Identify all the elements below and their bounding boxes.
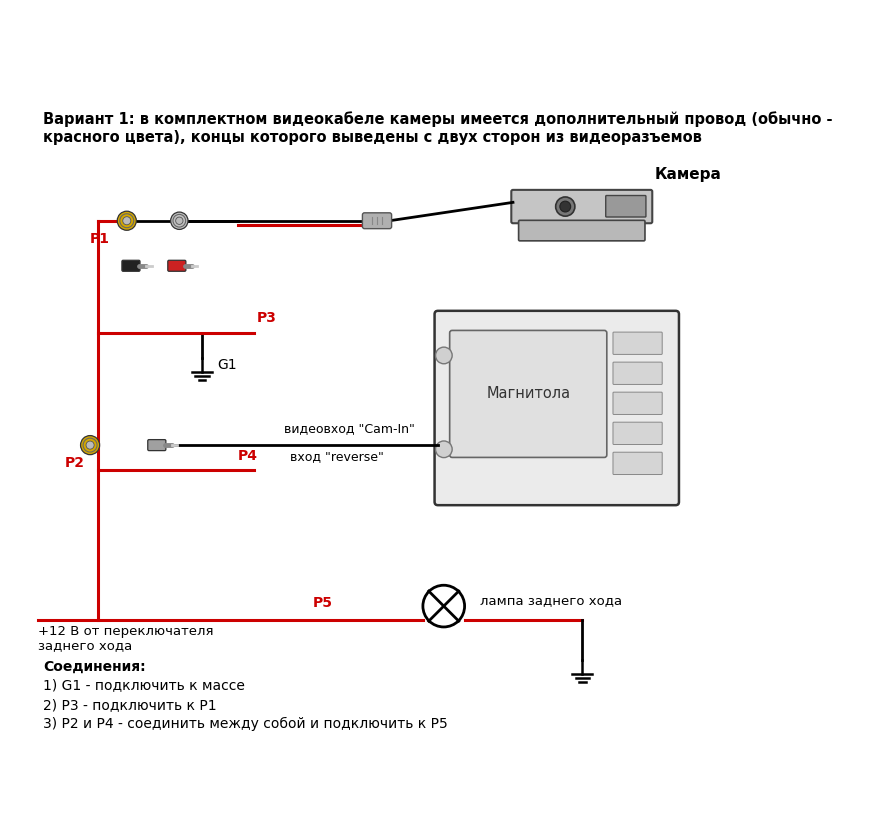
Circle shape (123, 217, 131, 225)
Circle shape (118, 211, 136, 230)
Circle shape (176, 217, 183, 224)
FancyBboxPatch shape (613, 422, 662, 444)
Circle shape (80, 436, 100, 455)
FancyBboxPatch shape (613, 452, 662, 475)
FancyBboxPatch shape (168, 260, 186, 271)
Circle shape (556, 197, 575, 216)
Text: P3: P3 (257, 310, 277, 324)
FancyBboxPatch shape (362, 213, 392, 229)
FancyBboxPatch shape (519, 220, 645, 241)
FancyBboxPatch shape (613, 392, 662, 415)
FancyBboxPatch shape (435, 311, 679, 505)
Text: 3) Р2 и Р4 - соединить между собой и подключить к Р5: 3) Р2 и Р4 - соединить между собой и под… (43, 717, 448, 731)
FancyBboxPatch shape (450, 330, 606, 457)
Text: заднего хода: заднего хода (37, 639, 132, 652)
Text: видеовход "Cam-In": видеовход "Cam-In" (284, 423, 415, 436)
FancyBboxPatch shape (613, 362, 662, 384)
Text: 1) G1 - подключить к массе: 1) G1 - подключить к массе (43, 678, 245, 692)
Text: Вариант 1: в комплектном видеокабеле камеры имеется дополнительный провод (обычн: Вариант 1: в комплектном видеокабеле кам… (43, 112, 833, 144)
Text: Магнитола: Магнитола (486, 387, 570, 401)
Text: P5: P5 (313, 596, 332, 610)
Circle shape (436, 441, 453, 457)
Text: P4: P4 (238, 449, 258, 463)
FancyBboxPatch shape (511, 190, 652, 223)
Text: P2: P2 (65, 456, 85, 470)
FancyBboxPatch shape (148, 439, 166, 451)
Text: P1: P1 (90, 232, 110, 246)
Text: G1: G1 (217, 358, 237, 372)
Text: +12 В от переключателя: +12 В от переключателя (37, 626, 213, 638)
FancyBboxPatch shape (606, 195, 646, 217)
Text: вход "reverse": вход "reverse" (290, 450, 385, 463)
Text: лампа заднего хода: лампа заднего хода (480, 594, 621, 608)
Text: Соединения:: Соединения: (43, 659, 146, 673)
Circle shape (436, 347, 453, 364)
Text: Камера: Камера (655, 167, 721, 181)
Circle shape (86, 441, 94, 449)
FancyBboxPatch shape (122, 260, 140, 271)
Text: 2) Р3 - подключить к Р1: 2) Р3 - подключить к Р1 (43, 698, 217, 712)
Circle shape (560, 201, 571, 212)
FancyBboxPatch shape (613, 332, 662, 355)
Circle shape (171, 212, 188, 229)
